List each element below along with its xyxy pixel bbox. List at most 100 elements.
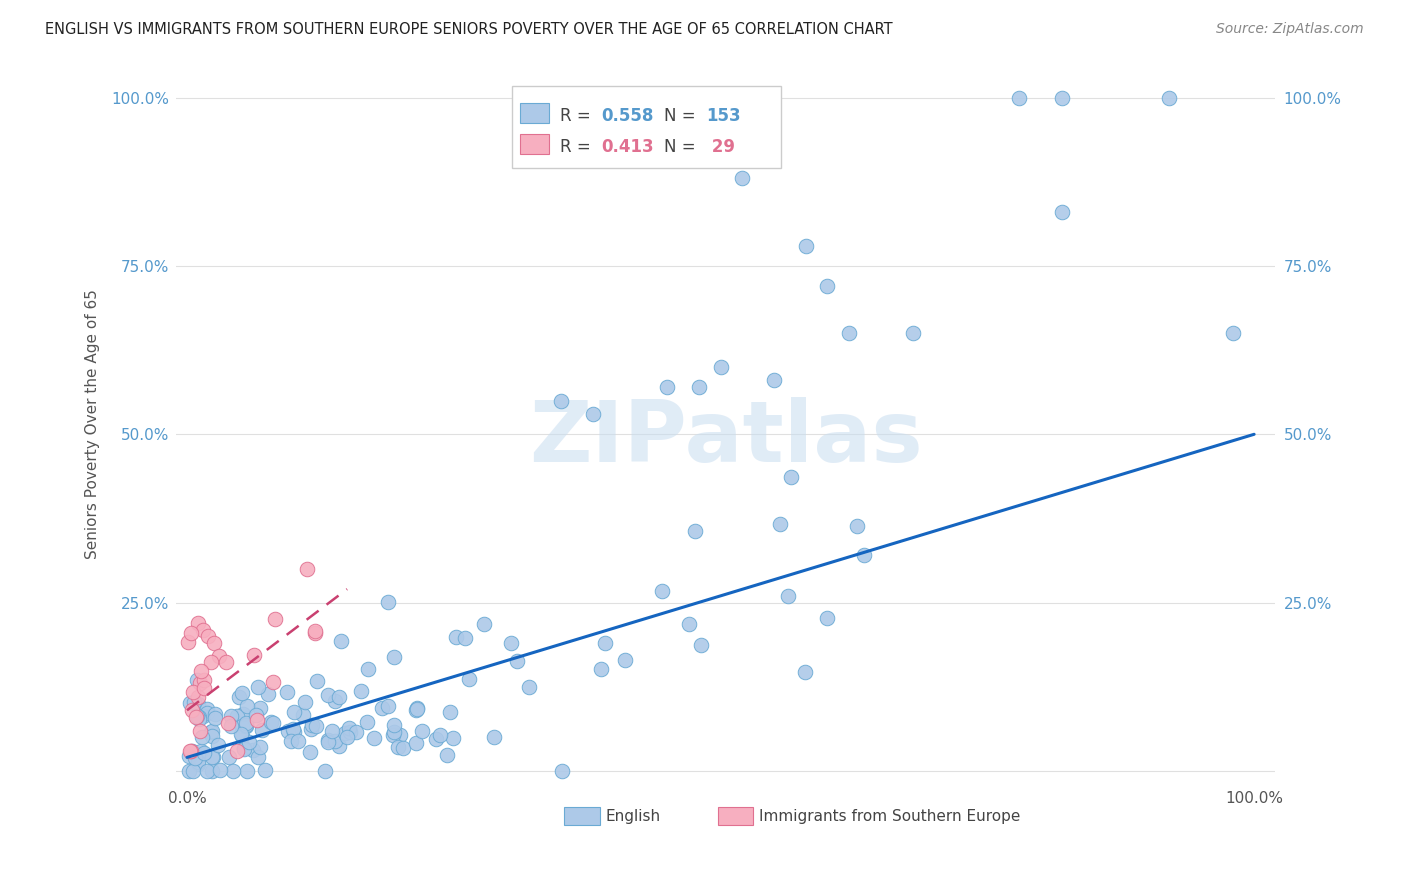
Point — [183, 685, 205, 699]
Text: R =: R = — [560, 138, 596, 156]
Point — [283, 705, 305, 719]
Point — [363, 731, 385, 745]
Point — [242, 648, 264, 662]
Point — [222, 764, 245, 778]
Point — [249, 740, 271, 755]
Point — [262, 674, 284, 689]
Point — [257, 687, 280, 701]
Point — [180, 626, 202, 640]
Point — [382, 728, 405, 742]
Point — [323, 693, 346, 707]
Text: Immigrants from Southern Europe: Immigrants from Southern Europe — [759, 808, 1021, 823]
Point — [202, 636, 225, 650]
Point — [280, 733, 302, 747]
Point — [762, 374, 785, 388]
Point — [207, 738, 229, 752]
Point — [277, 723, 299, 738]
Point — [204, 711, 226, 725]
Point — [200, 725, 222, 739]
Point — [329, 633, 352, 648]
Text: 0.558: 0.558 — [602, 107, 654, 125]
Point — [321, 724, 343, 739]
Point — [201, 749, 224, 764]
Point — [235, 718, 257, 732]
Point — [439, 706, 461, 720]
Text: 0.413: 0.413 — [602, 138, 654, 156]
Point — [264, 612, 287, 626]
Point — [179, 744, 201, 758]
Point — [688, 380, 710, 394]
Point — [794, 239, 817, 253]
FancyBboxPatch shape — [512, 86, 780, 169]
Point — [247, 749, 270, 764]
Point — [190, 664, 212, 678]
Point — [657, 380, 679, 394]
Point — [294, 695, 316, 709]
Point — [208, 649, 231, 664]
Point — [184, 710, 207, 724]
Point — [328, 690, 350, 705]
Point — [193, 746, 215, 760]
Point — [187, 615, 209, 630]
Point — [181, 764, 204, 778]
Point — [231, 685, 253, 699]
Point — [901, 326, 924, 341]
Text: R =: R = — [560, 107, 596, 125]
Point — [678, 617, 700, 632]
Y-axis label: Seniors Poverty Over the Age of 65: Seniors Poverty Over the Age of 65 — [86, 289, 100, 559]
Point — [595, 636, 617, 650]
Point — [208, 764, 231, 778]
Text: 153: 153 — [706, 107, 741, 125]
Point — [181, 703, 204, 717]
Point — [344, 725, 367, 739]
Point — [377, 698, 399, 713]
Point — [197, 629, 219, 643]
Point — [305, 719, 328, 733]
Point — [191, 623, 214, 637]
Point — [581, 407, 603, 421]
Point — [436, 748, 458, 763]
Point — [1157, 91, 1180, 105]
Point — [235, 719, 257, 733]
Point — [281, 722, 304, 736]
Point — [177, 748, 200, 763]
Point — [187, 755, 209, 769]
Point — [186, 673, 208, 687]
FancyBboxPatch shape — [564, 806, 599, 825]
Point — [457, 672, 479, 686]
Point — [250, 723, 273, 737]
Point — [336, 730, 359, 744]
Point — [179, 697, 201, 711]
FancyBboxPatch shape — [718, 806, 754, 825]
Text: N =: N = — [665, 138, 702, 156]
Point — [405, 703, 427, 717]
Point — [298, 745, 321, 759]
FancyBboxPatch shape — [520, 134, 548, 154]
FancyBboxPatch shape — [520, 103, 548, 123]
Point — [236, 698, 259, 713]
Point — [316, 689, 339, 703]
Point — [193, 673, 215, 688]
Point — [337, 721, 360, 735]
Point — [186, 709, 208, 723]
Point — [589, 662, 612, 676]
Point — [219, 719, 242, 733]
Text: ZIPatlas: ZIPatlas — [529, 397, 922, 480]
Point — [731, 171, 754, 186]
Point — [709, 359, 731, 374]
Point — [188, 724, 211, 739]
Point — [304, 624, 326, 638]
Point — [191, 709, 214, 723]
Point — [283, 724, 305, 739]
Point — [195, 702, 218, 716]
Point — [405, 701, 427, 715]
Point — [299, 722, 322, 736]
Point — [411, 723, 433, 738]
Point — [387, 739, 409, 754]
Point — [190, 730, 212, 744]
Point — [276, 684, 298, 698]
Point — [614, 653, 637, 667]
Point — [247, 681, 270, 695]
Point — [778, 589, 800, 603]
Point — [429, 727, 451, 741]
